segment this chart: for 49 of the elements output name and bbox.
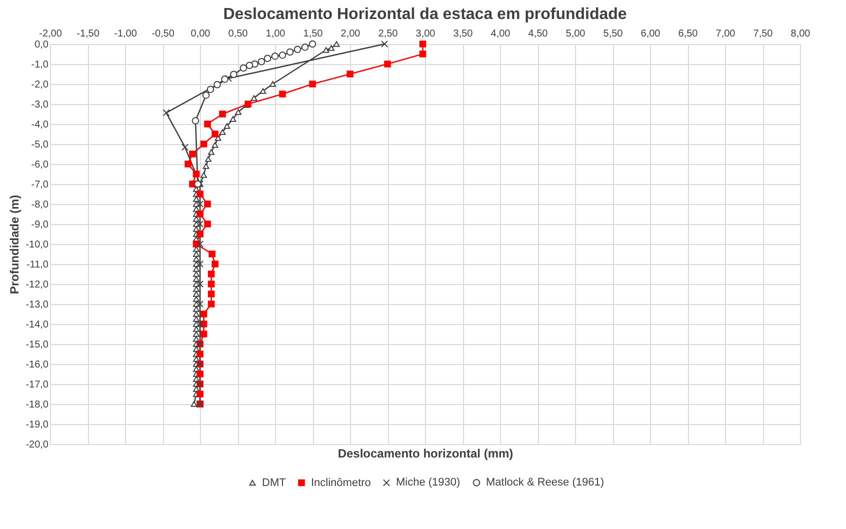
y-tick-label: -19,0: [26, 420, 49, 430]
x-tick-label: 6,50: [678, 28, 698, 40]
y-tick-label: -10,0: [26, 240, 49, 250]
x-tick-label: 3,00: [416, 28, 436, 40]
y-tick-label: -3,0: [31, 100, 49, 110]
x-tick-label: 0,50: [228, 28, 248, 40]
y-tick-label: 0,0: [34, 40, 49, 50]
y-tick-label: -4,0: [31, 120, 49, 130]
y-tick-label: -18,0: [26, 400, 49, 410]
y-tick-label: -9,0: [31, 220, 49, 230]
legend-label: Inclinômetro: [311, 476, 371, 489]
y-tick-label: -14,0: [26, 320, 49, 330]
x-tick-label: 4,50: [528, 28, 548, 40]
y-tick-label: -5,0: [31, 140, 49, 150]
x-tick-label: -1,00: [114, 28, 138, 40]
x-tick-label: 1,50: [303, 28, 324, 40]
x-tick-label: 7,00: [716, 28, 736, 40]
y-tick-label: -7,0: [31, 180, 49, 190]
x-tick-label: 3,50: [453, 28, 474, 40]
x-tick-label: 6,00: [640, 28, 661, 40]
x-tick-label: 2,50: [378, 28, 398, 40]
x-tick-label: -2,00: [39, 28, 62, 40]
legend-label: DMT: [262, 476, 286, 489]
y-tick-label: -2,0: [31, 80, 49, 90]
y-tick-label: -1,0: [31, 60, 49, 70]
y-tick-label: -8,0: [31, 200, 49, 210]
legend-label: Matlock & Reese (1961): [486, 476, 604, 489]
x-tick-label: 5,50: [603, 28, 624, 40]
x-tick-label: -1,50: [76, 28, 100, 40]
y-tick-label: -12,0: [26, 280, 49, 290]
y-tick-label: -17,0: [26, 380, 49, 390]
x-tick-label: 1,00: [266, 28, 286, 40]
x-tick-label: 2,00: [340, 28, 361, 40]
y-axis-title: Profundidade (m): [8, 194, 22, 294]
x-axis-title: Deslocamento horizontal (mm): [338, 446, 514, 460]
y-tick-label: -16,0: [26, 360, 49, 370]
y-tick-label: -13,0: [26, 300, 49, 310]
y-tick-label: -6,0: [31, 160, 49, 170]
chart-title: Deslocamento Horizontal da estaca em profundidade: [223, 6, 627, 23]
y-tick-label: -11,0: [26, 260, 49, 270]
x-tick-label: 0,00: [190, 28, 211, 40]
x-tick-label: -0,50: [152, 28, 175, 40]
x-tick-label: 7,50: [753, 28, 774, 40]
y-tick-label: -15,0: [26, 340, 49, 350]
y-tick-label: -20,0: [26, 440, 49, 450]
legend-label: Miche (1930): [396, 476, 460, 489]
x-tick-label: 5,00: [566, 28, 586, 40]
x-tick-label: 4,00: [490, 28, 511, 40]
x-tick-label: 8,00: [790, 28, 811, 40]
